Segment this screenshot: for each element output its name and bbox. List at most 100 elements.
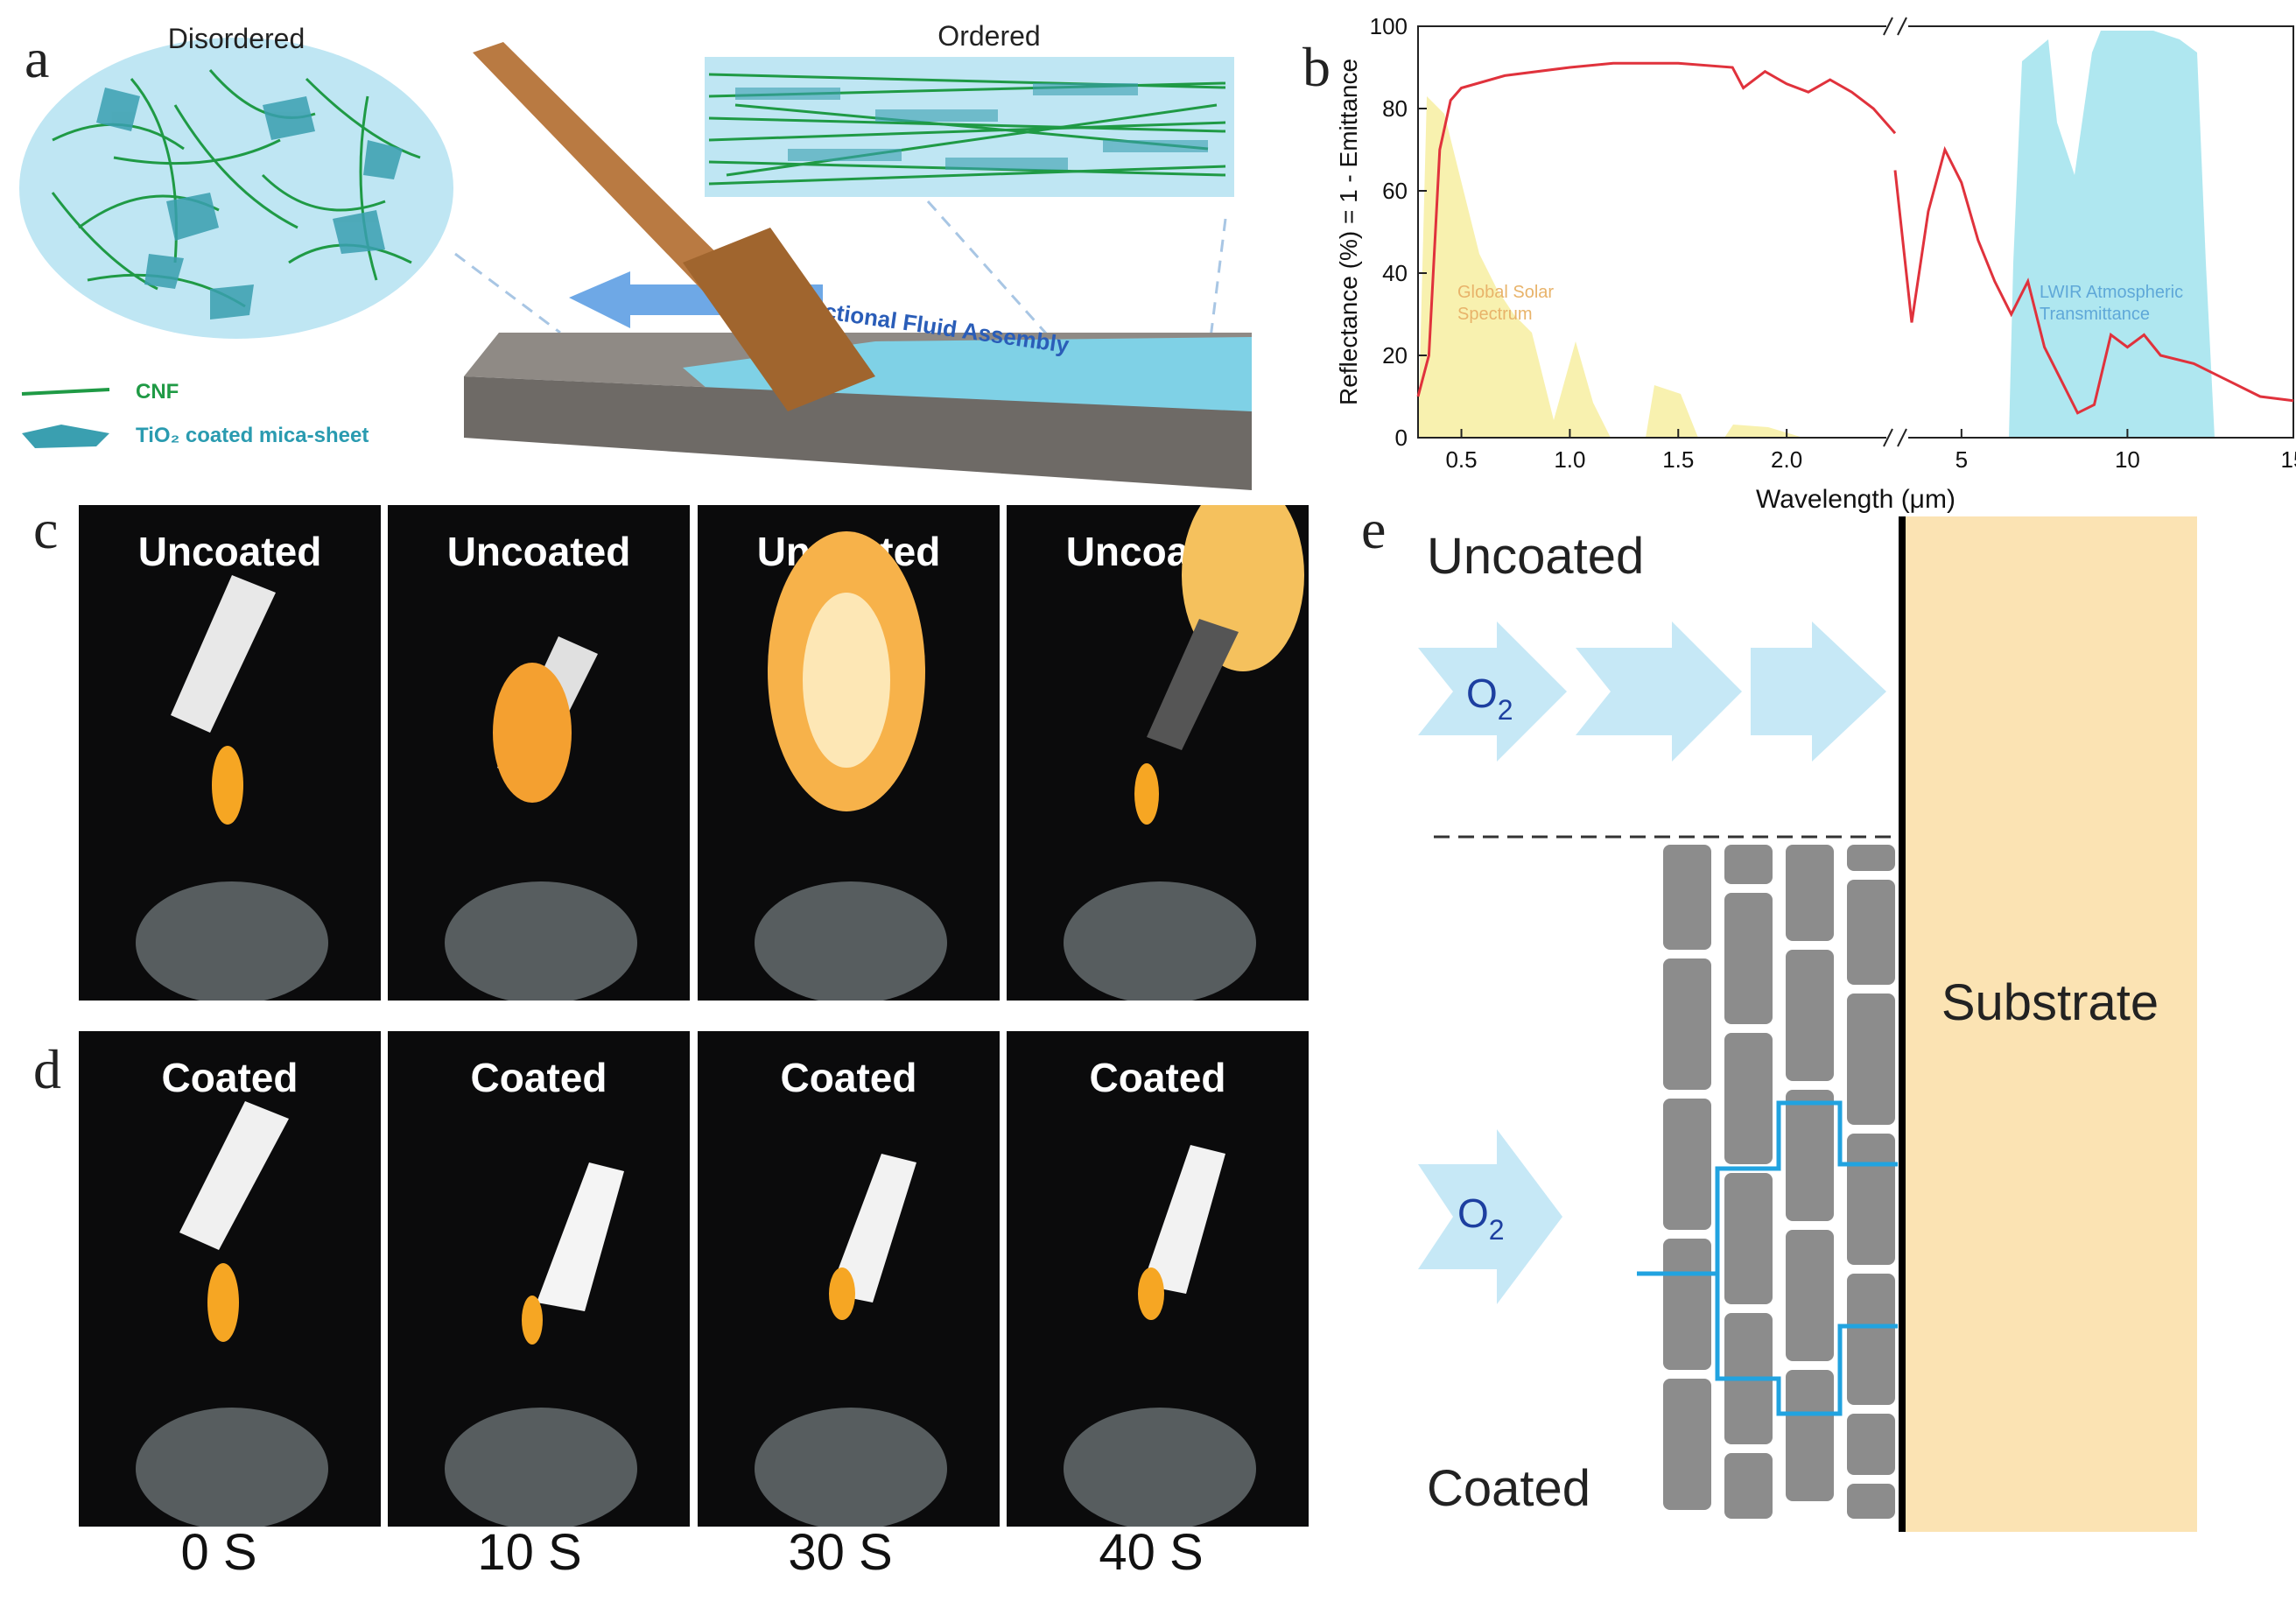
panel-e-diagram: Substrate Uncoated Coated O2 O2 (1418, 516, 2197, 1532)
o2-label-coated: O2 (1457, 1190, 1505, 1246)
reflectance-line-segment-1 (1416, 61, 1897, 397)
burner-bottle (136, 881, 328, 1001)
legend-cnf-label: CNF (136, 380, 179, 404)
o2-label-uncoated: O2 (1466, 671, 1513, 726)
x-tick-label: 10 (2115, 446, 2140, 473)
y-tick-label: 60 (1382, 178, 1408, 204)
zoom-guide-lines (454, 200, 1227, 369)
y-axis-label: Reflectance (%) = 1 - Emittance (1335, 59, 1362, 405)
x-tick-label: 15 (2281, 446, 2296, 473)
o2-arrow-1 (1418, 621, 1567, 762)
time-label-40s: 40 S (1099, 1524, 1204, 1581)
x-tick-label: 1.0 (1554, 446, 1585, 473)
x-tick-label: 2.0 (1771, 446, 1802, 473)
photo-coated-30s: Coated (698, 1031, 1000, 1527)
panel-label-e: e (1361, 498, 1387, 560)
legend-mica-swatch (22, 425, 109, 448)
photo-uncoated-30s: Uncoated (698, 505, 1000, 1001)
disordered-mica-sheets (96, 88, 403, 319)
x-tick-label: 5 (1955, 446, 1968, 473)
lwir-label-line1: LWIR Atmospheric (2040, 283, 2183, 302)
photo-caption: Coated (161, 1055, 298, 1100)
brush-icon (473, 42, 875, 411)
x-tick-label: 1.5 (1662, 446, 1694, 473)
axis-break-bottom (1883, 428, 1908, 447)
axis-break-top (1883, 17, 1908, 36)
y-tick-label: 0 (1395, 425, 1408, 451)
time-label-0s: 0 S (180, 1524, 257, 1581)
oxygen-diffusion-path-lower (1715, 1274, 1898, 1416)
photo-coated-0s: Coated (79, 1031, 381, 1527)
flame-icon (829, 1267, 855, 1320)
panel-label-a: a (25, 27, 50, 89)
sample-strip (829, 1154, 916, 1303)
burner-bottle (445, 1408, 637, 1527)
sample-strip (537, 1162, 624, 1311)
o2-arrow-3 (1751, 621, 1886, 762)
burner-bottle (1064, 881, 1256, 1001)
burner-bottle (755, 881, 947, 1001)
time-label-10s: 10 S (477, 1524, 582, 1581)
burner-bottle (1064, 1408, 1256, 1527)
photo-uncoated-40s: Uncoated (1007, 505, 1309, 1001)
photo-caption: Coated (780, 1055, 917, 1100)
sample-strip (1142, 1145, 1225, 1294)
sample-strip (179, 1101, 289, 1250)
y-ticks: 0 20 40 60 80 100 (1370, 13, 1427, 451)
charred-strip (1147, 619, 1239, 750)
x-ticks: 0.5 1.0 1.5 2.0 5 10 15 (1445, 429, 2296, 473)
substrate-slab-front (464, 376, 1252, 490)
panel-a-illustration: Disordered Ordered Directional Fluid Ass… (19, 20, 1252, 490)
burner-bottle (755, 1408, 947, 1527)
plot-frame (1417, 25, 2294, 439)
solar-label-line2: Spectrum (1457, 305, 1533, 324)
photo-uncoated-0s: Uncoated (79, 505, 381, 1001)
substrate-label: Substrate (1941, 974, 2159, 1031)
panel-label-b: b (1302, 36, 1331, 98)
ordered-mica-sheets (735, 83, 1208, 170)
flame-icon (493, 663, 572, 803)
photo-caption: Coated (470, 1055, 607, 1100)
reflectance-line-segment-2 (1893, 145, 2294, 415)
photo-caption: Uncoated (446, 529, 631, 574)
time-label-30s: 30 S (788, 1524, 893, 1581)
y-tick-label: 80 (1382, 95, 1408, 122)
photo-caption: Uncoated (137, 529, 322, 574)
ordered-fibers (708, 73, 1226, 186)
flame-icon (207, 1263, 239, 1342)
legend-cnf-swatch (21, 388, 110, 396)
ordered-label: Ordered (937, 20, 1040, 52)
o2-arrow-2 (1576, 621, 1742, 762)
legend-mica-label: TiO₂ coated mica-sheet (136, 424, 369, 447)
sample-strip (171, 575, 276, 733)
photo-caption: Coated (1089, 1055, 1226, 1100)
uncoated-label: Uncoated (1427, 528, 1644, 585)
panel-label-d: d (33, 1038, 61, 1100)
solar-label-line1: Global Solar (1457, 283, 1554, 302)
photo-coated-10s: Coated (388, 1031, 690, 1527)
x-tick-label: 0.5 (1445, 446, 1477, 473)
solar-spectrum-region (1418, 96, 1803, 438)
flame-icon (212, 746, 243, 825)
flame-icon (522, 1296, 543, 1345)
oxygen-diffusion-path (1637, 1100, 1898, 1276)
y-tick-label: 40 (1382, 260, 1408, 286)
lwir-label-line2: Transmittance (2040, 305, 2150, 324)
x-axis-label: Wavelength (μm) (1756, 485, 1955, 514)
y-tick-label: 20 (1382, 342, 1408, 369)
reflectance-series (1416, 61, 2294, 415)
burner-bottle (445, 881, 637, 1001)
substrate-block (1904, 516, 2197, 1532)
y-tick-label: 100 (1370, 13, 1408, 39)
lwir-transmittance-region (2009, 31, 2215, 438)
coating-bricks (1663, 845, 1895, 1519)
burner-bottle (136, 1408, 328, 1527)
flame-icon (1138, 1267, 1164, 1320)
photo-uncoated-10s: Uncoated (388, 505, 690, 1001)
o2-arrow-coated (1418, 1129, 1562, 1304)
disordered-label: Disordered (168, 23, 305, 54)
reflectance-chart: 0 20 40 60 80 100 0.5 1.0 1.5 2.0 5 10 15 Global So… (1335, 13, 2296, 514)
panel-label-c: c (33, 498, 59, 560)
coated-label: Coated (1427, 1460, 1590, 1517)
photo-coated-40s: Coated (1007, 1031, 1309, 1527)
